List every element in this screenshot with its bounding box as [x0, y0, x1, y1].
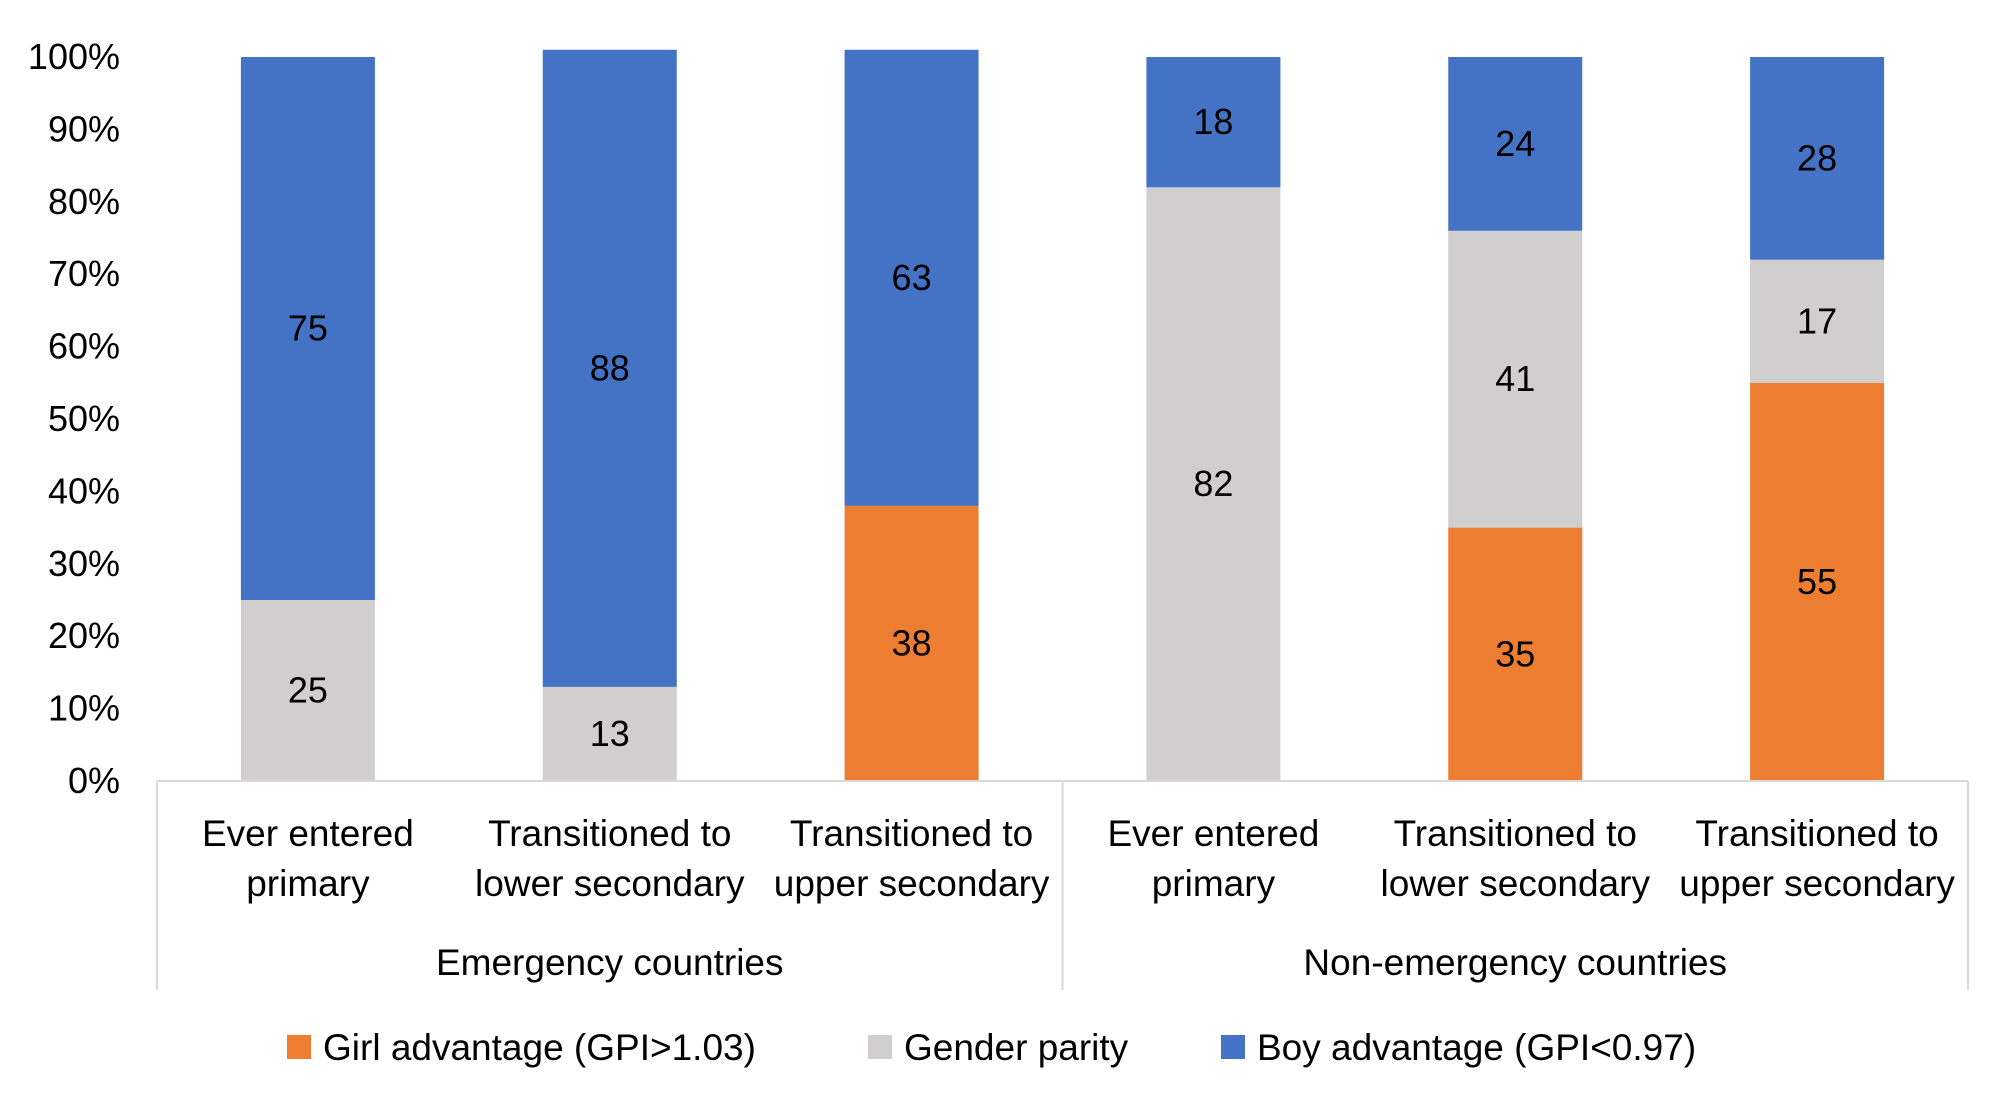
- bar-segment: [844, 505, 979, 781]
- x-category-label: lower secondary: [475, 863, 745, 904]
- x-category-label: Transitioned to: [790, 813, 1033, 854]
- bar-segment: [1146, 187, 1281, 781]
- y-tick-label: 50%: [48, 398, 120, 439]
- x-category-label: Transitioned to: [1394, 813, 1637, 854]
- x-category-label: primary: [246, 863, 370, 904]
- y-tick-label: 90%: [48, 108, 120, 149]
- y-axis: 0% 10% 20% 30% 40% 50% 60% 70% 80% 90% 100%: [28, 36, 120, 801]
- data-label: 41: [1495, 358, 1535, 399]
- data-label: 28: [1797, 137, 1837, 178]
- bar-segment: [1146, 57, 1281, 188]
- data-label: 63: [892, 257, 932, 298]
- data-label: 38: [892, 622, 932, 663]
- data-label: 13: [590, 713, 630, 754]
- legend-label: Gender parity: [904, 1027, 1129, 1068]
- legend-label: Girl advantage (GPI>1.03): [323, 1027, 756, 1068]
- bar-segment: [240, 57, 375, 600]
- data-label: 24: [1495, 123, 1535, 164]
- x-category-label: lower secondary: [1381, 863, 1651, 904]
- data-label: 18: [1193, 101, 1233, 142]
- y-tick-label: 40%: [48, 470, 120, 511]
- data-label: 82: [1193, 463, 1233, 504]
- bar-segment: [1448, 57, 1583, 231]
- bar-segment: [542, 49, 677, 687]
- data-labels: 25 75 13 88 38 63 82 18 35 41 24 55 17 28: [288, 101, 1837, 754]
- x-category-label: primary: [1152, 863, 1276, 904]
- x-category-label: upper secondary: [774, 863, 1050, 904]
- legend: Girl advantage (GPI>1.03) Gender parity Bo…: [287, 1027, 1696, 1068]
- x-category-label: upper secondary: [1679, 863, 1955, 904]
- data-label: 25: [288, 670, 328, 711]
- y-tick-label: 60%: [48, 326, 120, 367]
- x-group-label: Non-emergency countries: [1303, 942, 1727, 983]
- x-category-label: Ever entered: [1107, 813, 1319, 854]
- legend-swatch: [287, 1035, 311, 1059]
- bar-segment: [1750, 57, 1885, 260]
- data-label: 55: [1797, 561, 1837, 602]
- y-tick-label: 0%: [68, 760, 120, 801]
- y-tick-label: 100%: [28, 36, 120, 77]
- bar-segment: [240, 600, 375, 781]
- data-label: 75: [288, 308, 328, 349]
- x-group-label: Emergency countries: [436, 942, 784, 983]
- bar-segment: [844, 49, 979, 506]
- x-category-label: Transitioned to: [488, 813, 731, 854]
- bar-segment: [1448, 527, 1583, 781]
- y-tick-label: 80%: [48, 181, 120, 222]
- bar-segment: [1750, 259, 1885, 383]
- bar-segment: [1448, 230, 1583, 528]
- x-category-label: Transitioned to: [1695, 813, 1938, 854]
- y-tick-label: 10%: [48, 688, 120, 729]
- y-tick-label: 20%: [48, 615, 120, 656]
- legend-swatch: [1221, 1035, 1245, 1059]
- y-tick-label: 70%: [48, 253, 120, 294]
- data-label: 88: [590, 347, 630, 388]
- y-tick-label: 30%: [48, 543, 120, 584]
- legend-swatch: [868, 1035, 892, 1059]
- data-label: 17: [1797, 300, 1837, 341]
- x-category-label: Ever entered: [202, 813, 414, 854]
- bar-segment: [1750, 382, 1885, 781]
- x-axis: Ever entered primary Transitioned to lower …: [156, 780, 1969, 990]
- legend-label: Boy advantage (GPI<0.97): [1257, 1027, 1696, 1068]
- bars: [240, 49, 1885, 781]
- bar-segment: [542, 686, 677, 781]
- data-label: 35: [1495, 633, 1535, 674]
